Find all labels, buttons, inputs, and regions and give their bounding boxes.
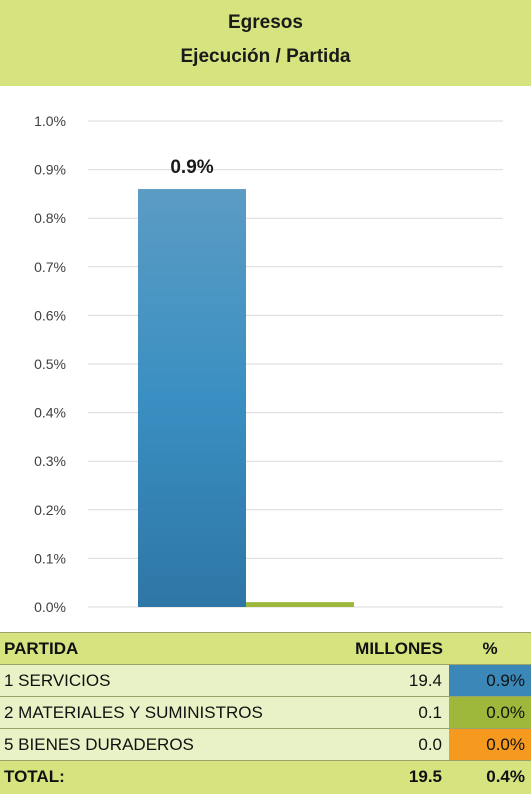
- total-millones: 19.5: [408, 767, 442, 786]
- table-row: 1 SERVICIOS 19.4 0.9%: [0, 664, 531, 696]
- y-tick-label: 0.1%: [34, 550, 66, 566]
- row-millones: 0.0: [418, 735, 442, 754]
- row-percent: 0.0%: [449, 697, 531, 728]
- table-row: 5 BIENES DURADEROS 0.0 0.0%: [0, 728, 531, 760]
- row-partida: 5 BIENES DURADEROS: [4, 735, 194, 754]
- table-total-row: TOTAL: 19.5 0.4%: [0, 760, 531, 794]
- y-tick-label: 0.2%: [34, 502, 66, 518]
- y-tick-label: 0.7%: [34, 259, 66, 275]
- y-tick-label: 0.8%: [34, 210, 66, 226]
- y-tick-label: 0.5%: [34, 356, 66, 372]
- y-tick-label: 0.6%: [34, 307, 66, 323]
- bar-data-label: 0.9%: [170, 157, 213, 178]
- y-tick-label: 0.3%: [34, 453, 66, 469]
- total-percent: 0.4%: [486, 767, 525, 786]
- y-tick-label: 0.0%: [34, 599, 66, 615]
- data-labels: 0.9%: [170, 157, 213, 178]
- bar-chart: 0.0% 0.1% 0.2% 0.3% 0.4% 0.5% 0.6% 0.7% 0.8% 0.9%…: [34, 113, 503, 615]
- row-millones: 0.1: [418, 703, 442, 722]
- row-partida: 1 SERVICIOS: [4, 671, 111, 690]
- header-percent: %: [482, 639, 498, 658]
- bar: [138, 189, 246, 607]
- bars: [138, 189, 354, 607]
- row-percent: 0.0%: [449, 729, 531, 760]
- header-partida: PARTIDA: [4, 639, 79, 658]
- y-axis-ticks: 0.0% 0.1% 0.2% 0.3% 0.4% 0.5% 0.6% 0.7% 0.8% 0.9%…: [34, 113, 66, 615]
- chart-header: Egresos Ejecución / Partida: [0, 0, 531, 87]
- total-label: TOTAL:: [4, 767, 65, 786]
- y-tick-label: 1.0%: [34, 113, 66, 129]
- y-tick-label: 0.4%: [34, 405, 66, 421]
- chart-title: Egresos: [228, 12, 303, 33]
- bar: [246, 602, 354, 607]
- row-partida: 2 MATERIALES Y SUMINISTROS: [4, 703, 263, 722]
- chart-area: 0.0% 0.1% 0.2% 0.3% 0.4% 0.5% 0.6% 0.7% 0.8% 0.9%…: [0, 86, 531, 632]
- partida-table: PARTIDA MILLONES % 1 SERVICIOS 19.4 0.9%…: [0, 632, 531, 794]
- table-row: 2 MATERIALES Y SUMINISTROS 0.1 0.0%: [0, 696, 531, 728]
- header-millones: MILLONES: [355, 639, 443, 658]
- row-millones: 19.4: [408, 671, 442, 690]
- table-header-row: PARTIDA MILLONES %: [0, 632, 531, 664]
- chart-subtitle: Ejecución / Partida: [180, 46, 351, 67]
- row-percent: 0.9%: [449, 665, 531, 696]
- y-tick-label: 0.9%: [34, 162, 66, 178]
